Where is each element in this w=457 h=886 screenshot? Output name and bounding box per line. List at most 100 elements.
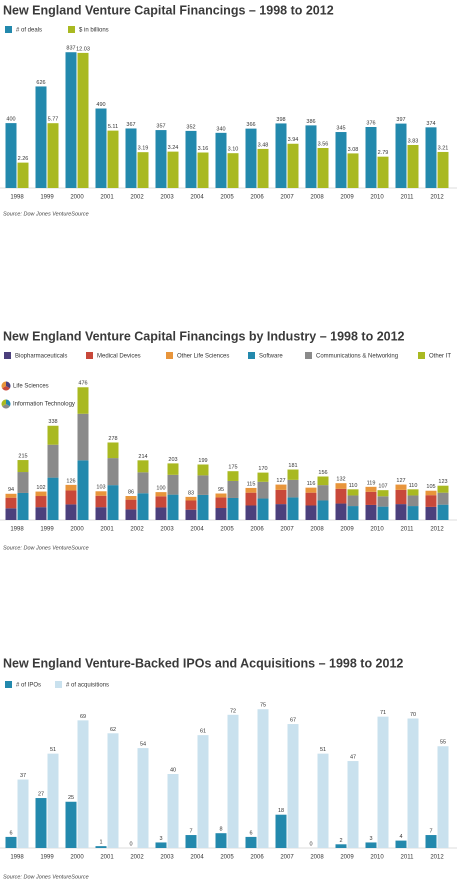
value-label: 7 [429,829,432,835]
bar-segment [197,494,209,520]
bar [5,836,17,848]
total-label: 110 [409,483,418,489]
bar-segment [377,496,389,507]
bar [5,123,17,188]
bar-segment [365,504,377,520]
legend-swatch [418,352,425,359]
bar [227,153,239,188]
bar-segment [95,507,107,520]
bar [197,735,209,848]
x-tick-label: 1998 [10,527,24,533]
x-tick-label: 2010 [370,855,384,861]
bar-segment [305,492,317,506]
x-tick-label: 2001 [100,855,114,861]
value-label: 62 [110,727,116,733]
bar-segment [407,489,419,496]
bar-segment [167,463,179,475]
bar [407,718,419,848]
bar-segment [95,495,107,508]
bar [347,761,359,848]
total-label: 170 [258,466,267,472]
bar-segment [125,509,137,520]
value-label: 25 [68,795,74,801]
bar-segment [305,505,317,520]
bar-segment [65,484,77,491]
bar-segment [167,474,179,495]
bar-segment [245,487,257,493]
value-label: 75 [260,703,266,709]
legend-swatch [55,681,62,688]
bar-segment [35,496,47,508]
value-label: 47 [350,755,356,761]
x-tick-label: 2002 [130,527,144,533]
x-tick-label: 2003 [160,855,174,861]
bar [335,132,347,188]
value-label: 69 [80,714,86,720]
x-tick-label: 2012 [430,195,444,201]
bar-segment [317,500,329,520]
value-label: 6 [9,830,12,836]
value-label: 3 [369,836,372,842]
bar-segment [155,496,167,508]
value-label: 71 [380,710,386,716]
value-label: 357 [156,124,165,130]
value-label: 3.08 [348,147,359,153]
bar-segment [95,491,107,496]
x-tick-label: 2003 [160,195,174,201]
group-icon [6,381,11,389]
bar-segment [377,490,389,497]
bar [317,148,329,188]
legend-label: # of IPOs [16,683,41,689]
bar [155,842,167,848]
bar [335,844,347,848]
bar-segment [395,489,407,505]
bar-segment [137,460,149,473]
x-tick-label: 2000 [70,527,84,533]
legend-label: Medical Devices [97,354,141,360]
bar-segment [47,425,59,445]
bar-segment [47,477,59,520]
bar [65,52,77,188]
bar [95,108,107,188]
bar-segment [287,469,299,480]
value-label: 2.26 [18,156,29,162]
bar-segment [395,504,407,520]
x-tick-label: 2005 [220,527,234,533]
bar [365,127,377,188]
total-label: 123 [438,479,447,485]
x-tick-label: 2010 [370,527,384,533]
bar-segment [365,491,377,505]
bar-segment [197,475,209,495]
x-tick-label: 2004 [190,195,204,201]
x-tick-label: 2000 [70,195,84,201]
value-label: 3.10 [228,147,239,153]
x-tick-label: 2008 [310,855,324,861]
value-label: 5.11 [108,124,118,130]
value-label: 51 [320,747,326,753]
total-label: 95 [218,487,224,493]
bar [17,779,29,848]
bar [95,846,107,848]
legend-label: $ in billions [79,28,109,34]
total-label: 103 [96,485,105,491]
x-tick-label: 2002 [130,855,144,861]
bar [305,125,317,188]
bar-segment [287,497,299,520]
bar [437,746,449,848]
bar-segment [125,499,137,510]
chart-title: New England Venture-Backed IPOs and Acqu… [3,656,403,670]
value-label: 3.83 [408,138,419,144]
bar-segment [17,460,29,473]
group-label: Life Sciences [13,384,49,390]
total-label: 126 [66,478,75,484]
bar-segment [185,509,197,520]
value-label: 54 [140,742,146,748]
total-label: 127 [276,478,285,484]
bar [185,130,197,188]
value-label: 55 [440,740,446,746]
source: Source: Dow Jones VentureSource [3,874,89,880]
bar [395,123,407,188]
x-tick-label: 2002 [130,195,144,201]
value-label: 3.16 [198,146,209,152]
x-tick-label: 2009 [340,855,354,861]
